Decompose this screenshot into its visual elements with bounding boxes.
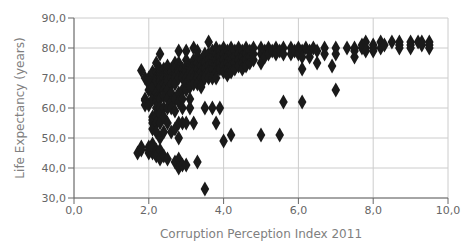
svg-text:8,0: 8,0 <box>364 204 382 217</box>
svg-text:40,0: 40,0 <box>42 162 67 175</box>
svg-text:60,0: 60,0 <box>42 102 67 115</box>
svg-text:Corruption Perception Index 20: Corruption Perception Index 2011 <box>160 227 362 241</box>
svg-text:30,0: 30,0 <box>42 192 67 205</box>
svg-text:0,0: 0,0 <box>65 204 83 217</box>
svg-text:Life Expectancy (years): Life Expectancy (years) <box>13 37 27 178</box>
svg-text:90,0: 90,0 <box>42 12 67 25</box>
svg-text:50,0: 50,0 <box>42 132 67 145</box>
svg-text:6,0: 6,0 <box>290 204 308 217</box>
svg-text:4,0: 4,0 <box>215 204 233 217</box>
svg-text:10,0: 10,0 <box>436 204 461 217</box>
svg-text:80,0: 80,0 <box>42 42 67 55</box>
svg-text:2,0: 2,0 <box>140 204 158 217</box>
svg-text:70,0: 70,0 <box>42 72 67 85</box>
